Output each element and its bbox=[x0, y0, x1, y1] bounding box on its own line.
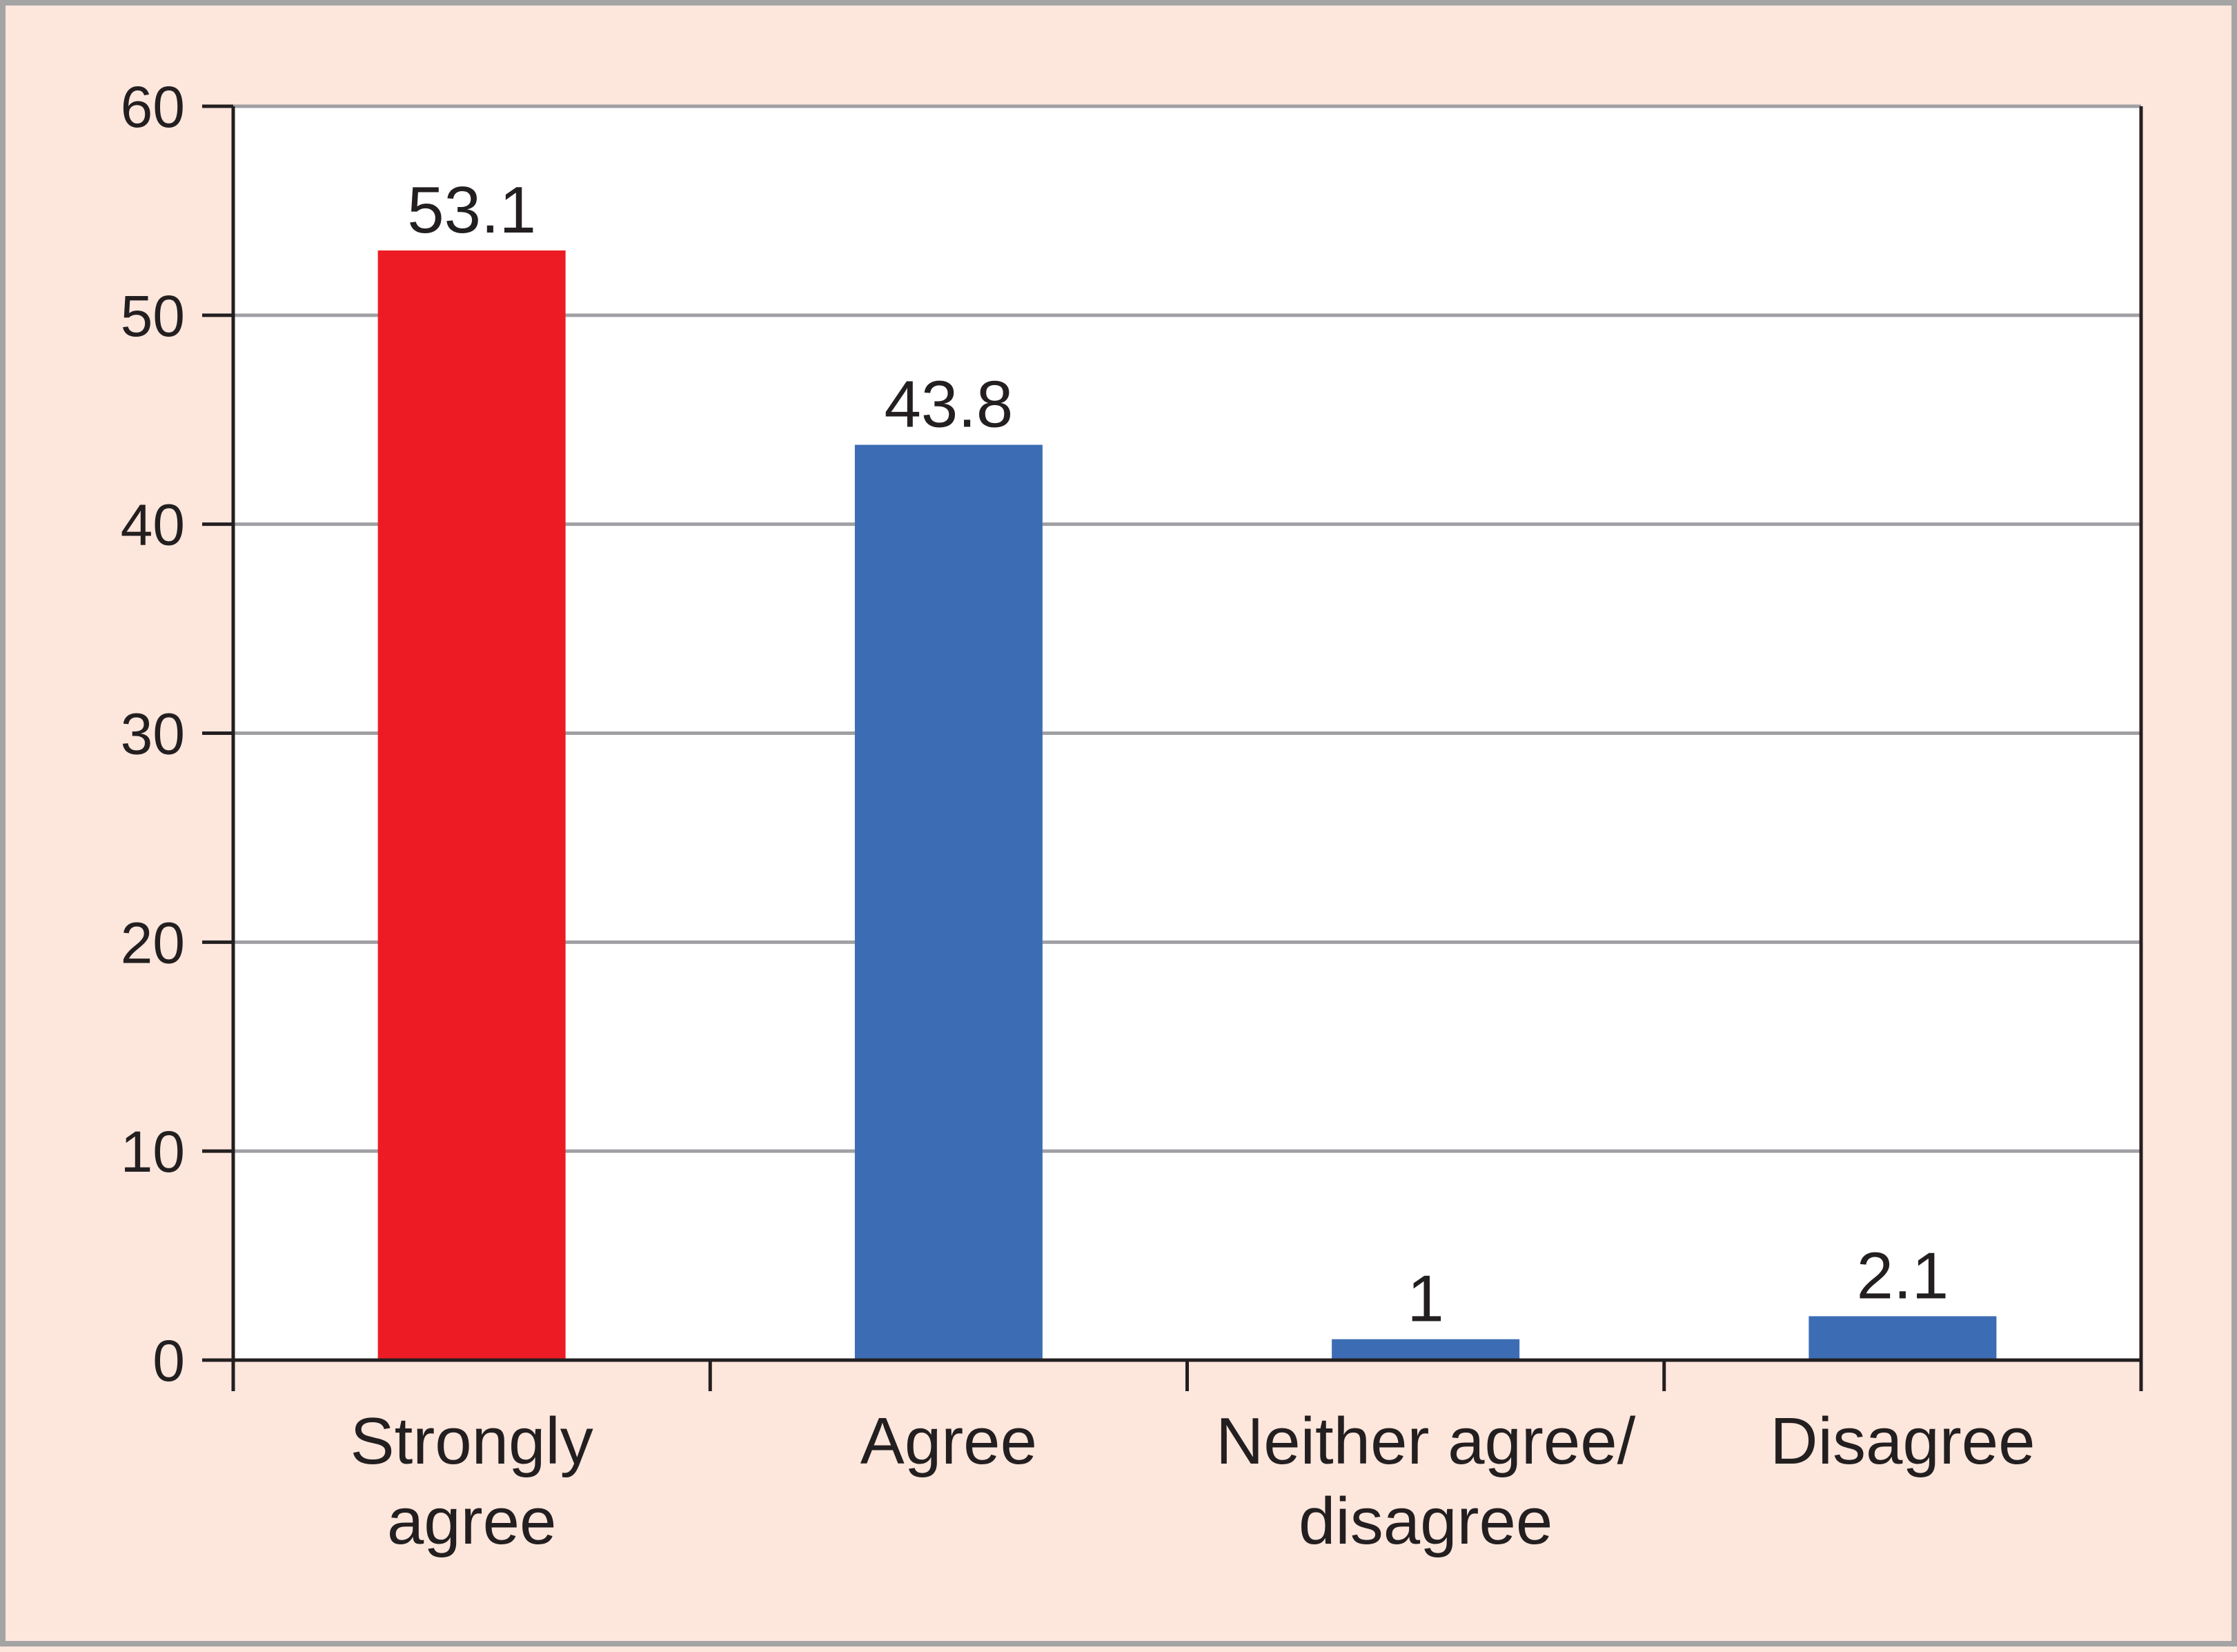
x-tick-label-line: Disagree bbox=[1770, 1404, 2035, 1478]
data-label-3: 2.1 bbox=[1857, 1239, 1949, 1312]
y-tick-label-10: 10 bbox=[121, 1119, 185, 1184]
data-label-2: 1 bbox=[1407, 1262, 1443, 1336]
bars bbox=[377, 250, 1997, 1361]
data-labels: 53.1 43.8 1 2.1 bbox=[407, 173, 1949, 1336]
y-tick-label-20: 20 bbox=[121, 910, 185, 975]
y-tick-label-30: 30 bbox=[121, 702, 185, 767]
x-tick-label-line: disagree bbox=[1299, 1484, 1553, 1558]
x-tick-label-line: agree bbox=[387, 1484, 557, 1558]
x-tick-label-1: Agree bbox=[860, 1404, 1037, 1478]
y-tick-label-50: 50 bbox=[121, 284, 185, 348]
y-axis-ticks: 0 10 20 30 40 50 60 bbox=[121, 75, 233, 1393]
x-tick-label-3: Disagree bbox=[1770, 1404, 2035, 1478]
y-tick-label-0: 0 bbox=[152, 1328, 185, 1393]
x-axis-ticks: Strongly agree Agree Neither agree/disagree… bbox=[231, 1360, 2143, 1558]
x-tick-label-line: Agree bbox=[860, 1404, 1037, 1478]
x-tick-label-line: Neither agree/ bbox=[1216, 1404, 1636, 1478]
x-tick-label-line: Strongly bbox=[351, 1404, 593, 1478]
data-label-0: 53.1 bbox=[407, 173, 536, 247]
y-tick-label-60: 60 bbox=[121, 75, 185, 139]
x-tick-label-0: Strongly agree bbox=[351, 1404, 593, 1558]
bar-1 bbox=[854, 444, 1043, 1360]
bar-chart: 0 10 20 30 40 50 60 Strongly agree Agree Neither … bbox=[121, 75, 2143, 1558]
data-label-1: 43.8 bbox=[884, 368, 1013, 442]
x-tick-label-2: Neither agree/disagree bbox=[1216, 1404, 1636, 1558]
bar-3 bbox=[1809, 1316, 1997, 1360]
y-tick-label-40: 40 bbox=[121, 493, 185, 558]
bar-2 bbox=[1332, 1339, 1520, 1360]
bar-0 bbox=[377, 250, 566, 1361]
